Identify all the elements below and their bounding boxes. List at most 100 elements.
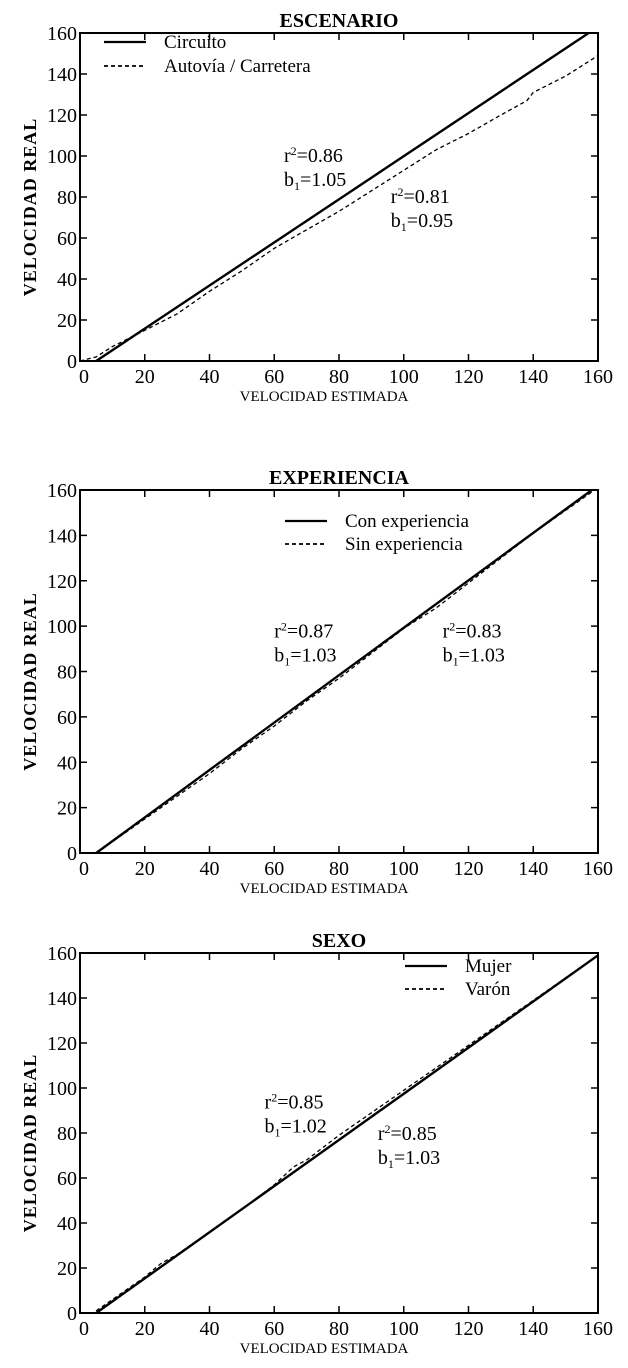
y-tick-label: 0 — [67, 351, 77, 373]
x-tick-label: 60 — [264, 858, 284, 880]
annotation-symbol: r — [284, 145, 291, 167]
legend-label: Sin experiencia — [345, 534, 463, 555]
annotation-value: =0.85 — [391, 1123, 437, 1145]
plot-frame — [79, 32, 599, 362]
x-axis-label: VELOCIDAD ESTIMADA — [240, 881, 409, 897]
annotation-symbol: b — [274, 644, 284, 666]
annotation-symbol: r — [391, 186, 398, 208]
annotation-symbol: r — [274, 620, 281, 642]
x-tick-label: 160 — [583, 858, 613, 880]
annotation-subscript: 1 — [401, 220, 407, 234]
annotation-superscript: 2 — [281, 619, 287, 633]
y-tick-label: 20 — [57, 798, 77, 820]
y-tick-label: 40 — [57, 269, 77, 291]
x-axis-label: VELOCIDAD ESTIMADA — [240, 1341, 409, 1357]
annotation-superscript: 2 — [449, 619, 455, 633]
y-tick-label: 80 — [57, 1123, 77, 1145]
annotation-b1: b1=1.03 — [274, 644, 336, 668]
y-tick-label: 60 — [57, 1168, 77, 1190]
annotation-value: =1.03 — [290, 644, 336, 666]
legend-label: Varón — [465, 979, 511, 1000]
chart-title: SEXO — [312, 930, 366, 952]
x-tick-label: 0 — [79, 366, 89, 388]
annotation-value: =0.83 — [455, 620, 501, 642]
annotation-r2: r2=0.85 — [265, 1090, 324, 1113]
x-tick-label: 20 — [135, 1318, 155, 1340]
annotation-b1: b1=1.03 — [443, 644, 505, 668]
annotation-r2: r2=0.85 — [378, 1122, 437, 1145]
y-tick-label: 60 — [57, 707, 77, 729]
x-tick-label: 40 — [200, 366, 220, 388]
annotation-b1: b1=0.95 — [391, 210, 453, 234]
y-tick-label: 140 — [47, 64, 77, 86]
annotation-value: =1.03 — [459, 644, 505, 666]
x-tick-label: 100 — [389, 1318, 419, 1340]
y-tick-label: 120 — [47, 105, 77, 127]
annotation-b1: b1=1.03 — [378, 1147, 440, 1171]
x-tick-label: 100 — [389, 366, 419, 388]
annotation-r2: r2=0.81 — [391, 185, 450, 208]
y-tick-label: 100 — [47, 146, 77, 168]
chart-panel-2: EXPERIENCIA 0 20 40 60 80 100 120 140 160 0 20 40 60 8… — [20, 467, 613, 897]
legend-label: Circuito — [164, 32, 226, 53]
annotation-symbol: b — [378, 1147, 388, 1169]
x-tick-label: 40 — [200, 1318, 220, 1340]
annotation-b1: b1=1.02 — [265, 1115, 327, 1139]
x-tick-label: 120 — [454, 858, 484, 880]
plot-frame — [79, 952, 599, 1314]
annotation-value: =1.05 — [300, 169, 346, 191]
annotation-value: =0.87 — [287, 620, 333, 642]
annotation-symbol: b — [265, 1115, 275, 1137]
x-tick-label: 0 — [79, 1318, 89, 1340]
chart-title: EXPERIENCIA — [269, 467, 410, 489]
y-tick-label: 100 — [47, 1078, 77, 1100]
x-tick-label: 80 — [329, 366, 349, 388]
annotation-value: =0.86 — [297, 145, 343, 167]
annotation-b1: b1=1.05 — [284, 169, 346, 193]
annotation-value: =0.81 — [403, 186, 449, 208]
x-tick-label: 140 — [518, 366, 548, 388]
annotation-value: =0.85 — [277, 1091, 323, 1113]
y-tick-label: 60 — [57, 228, 77, 250]
y-tick-label: 20 — [57, 310, 77, 332]
x-tick-label: 120 — [454, 366, 484, 388]
series-line-autovia-carretera — [80, 55, 598, 361]
x-tick-label: 140 — [518, 858, 548, 880]
x-tick-label: 80 — [329, 1318, 349, 1340]
y-axis-label: VELOCIDAD REAL — [20, 1054, 40, 1233]
x-tick-label: 160 — [583, 1318, 613, 1340]
y-tick-label: 160 — [47, 943, 77, 965]
series-line-mujer — [95, 954, 598, 1313]
legend-label: Mujer — [465, 956, 512, 977]
x-tick-label: 120 — [454, 1318, 484, 1340]
chart-panel-3: SEXO 0 20 40 60 80 100 120 140 160 0 20 40 60 80 100 120… — [20, 930, 613, 1357]
annotation-superscript: 2 — [397, 185, 403, 199]
y-axis-label: VELOCIDAD REAL — [20, 118, 40, 297]
annotation-r2: r2=0.83 — [443, 619, 502, 642]
chart-panel-1: ESCENARIO 0 20 40 60 80 100 120 140 160 0 20 40 60 80 1… — [20, 10, 613, 405]
series-line-sin-experiencia — [95, 490, 596, 853]
annotation-superscript: 2 — [291, 144, 297, 158]
y-tick-label: 140 — [47, 988, 77, 1010]
y-tick-label: 0 — [67, 843, 77, 865]
series-line-varon — [95, 954, 598, 1312]
annotation-subscript: 1 — [275, 1125, 281, 1139]
annotation-symbol: r — [265, 1091, 272, 1113]
annotation-value: =0.95 — [407, 210, 453, 232]
plot-frame — [79, 489, 599, 854]
chart-title: ESCENARIO — [280, 10, 399, 32]
annotation-symbol: b — [391, 210, 401, 232]
annotation-superscript: 2 — [271, 1090, 277, 1104]
x-tick-label: 60 — [264, 366, 284, 388]
x-axis-label: VELOCIDAD ESTIMADA — [240, 389, 409, 405]
x-tick-label: 0 — [79, 858, 89, 880]
series-line-circuito — [95, 33, 591, 361]
legend-label: Con experiencia — [345, 511, 470, 532]
y-tick-label: 100 — [47, 616, 77, 638]
annotation-value: =1.03 — [394, 1147, 440, 1169]
x-tick-label: 60 — [264, 1318, 284, 1340]
legend-label: Autovía / Carretera — [164, 56, 311, 77]
x-tick-label: 140 — [518, 1318, 548, 1340]
annotation-symbol: r — [378, 1123, 385, 1145]
